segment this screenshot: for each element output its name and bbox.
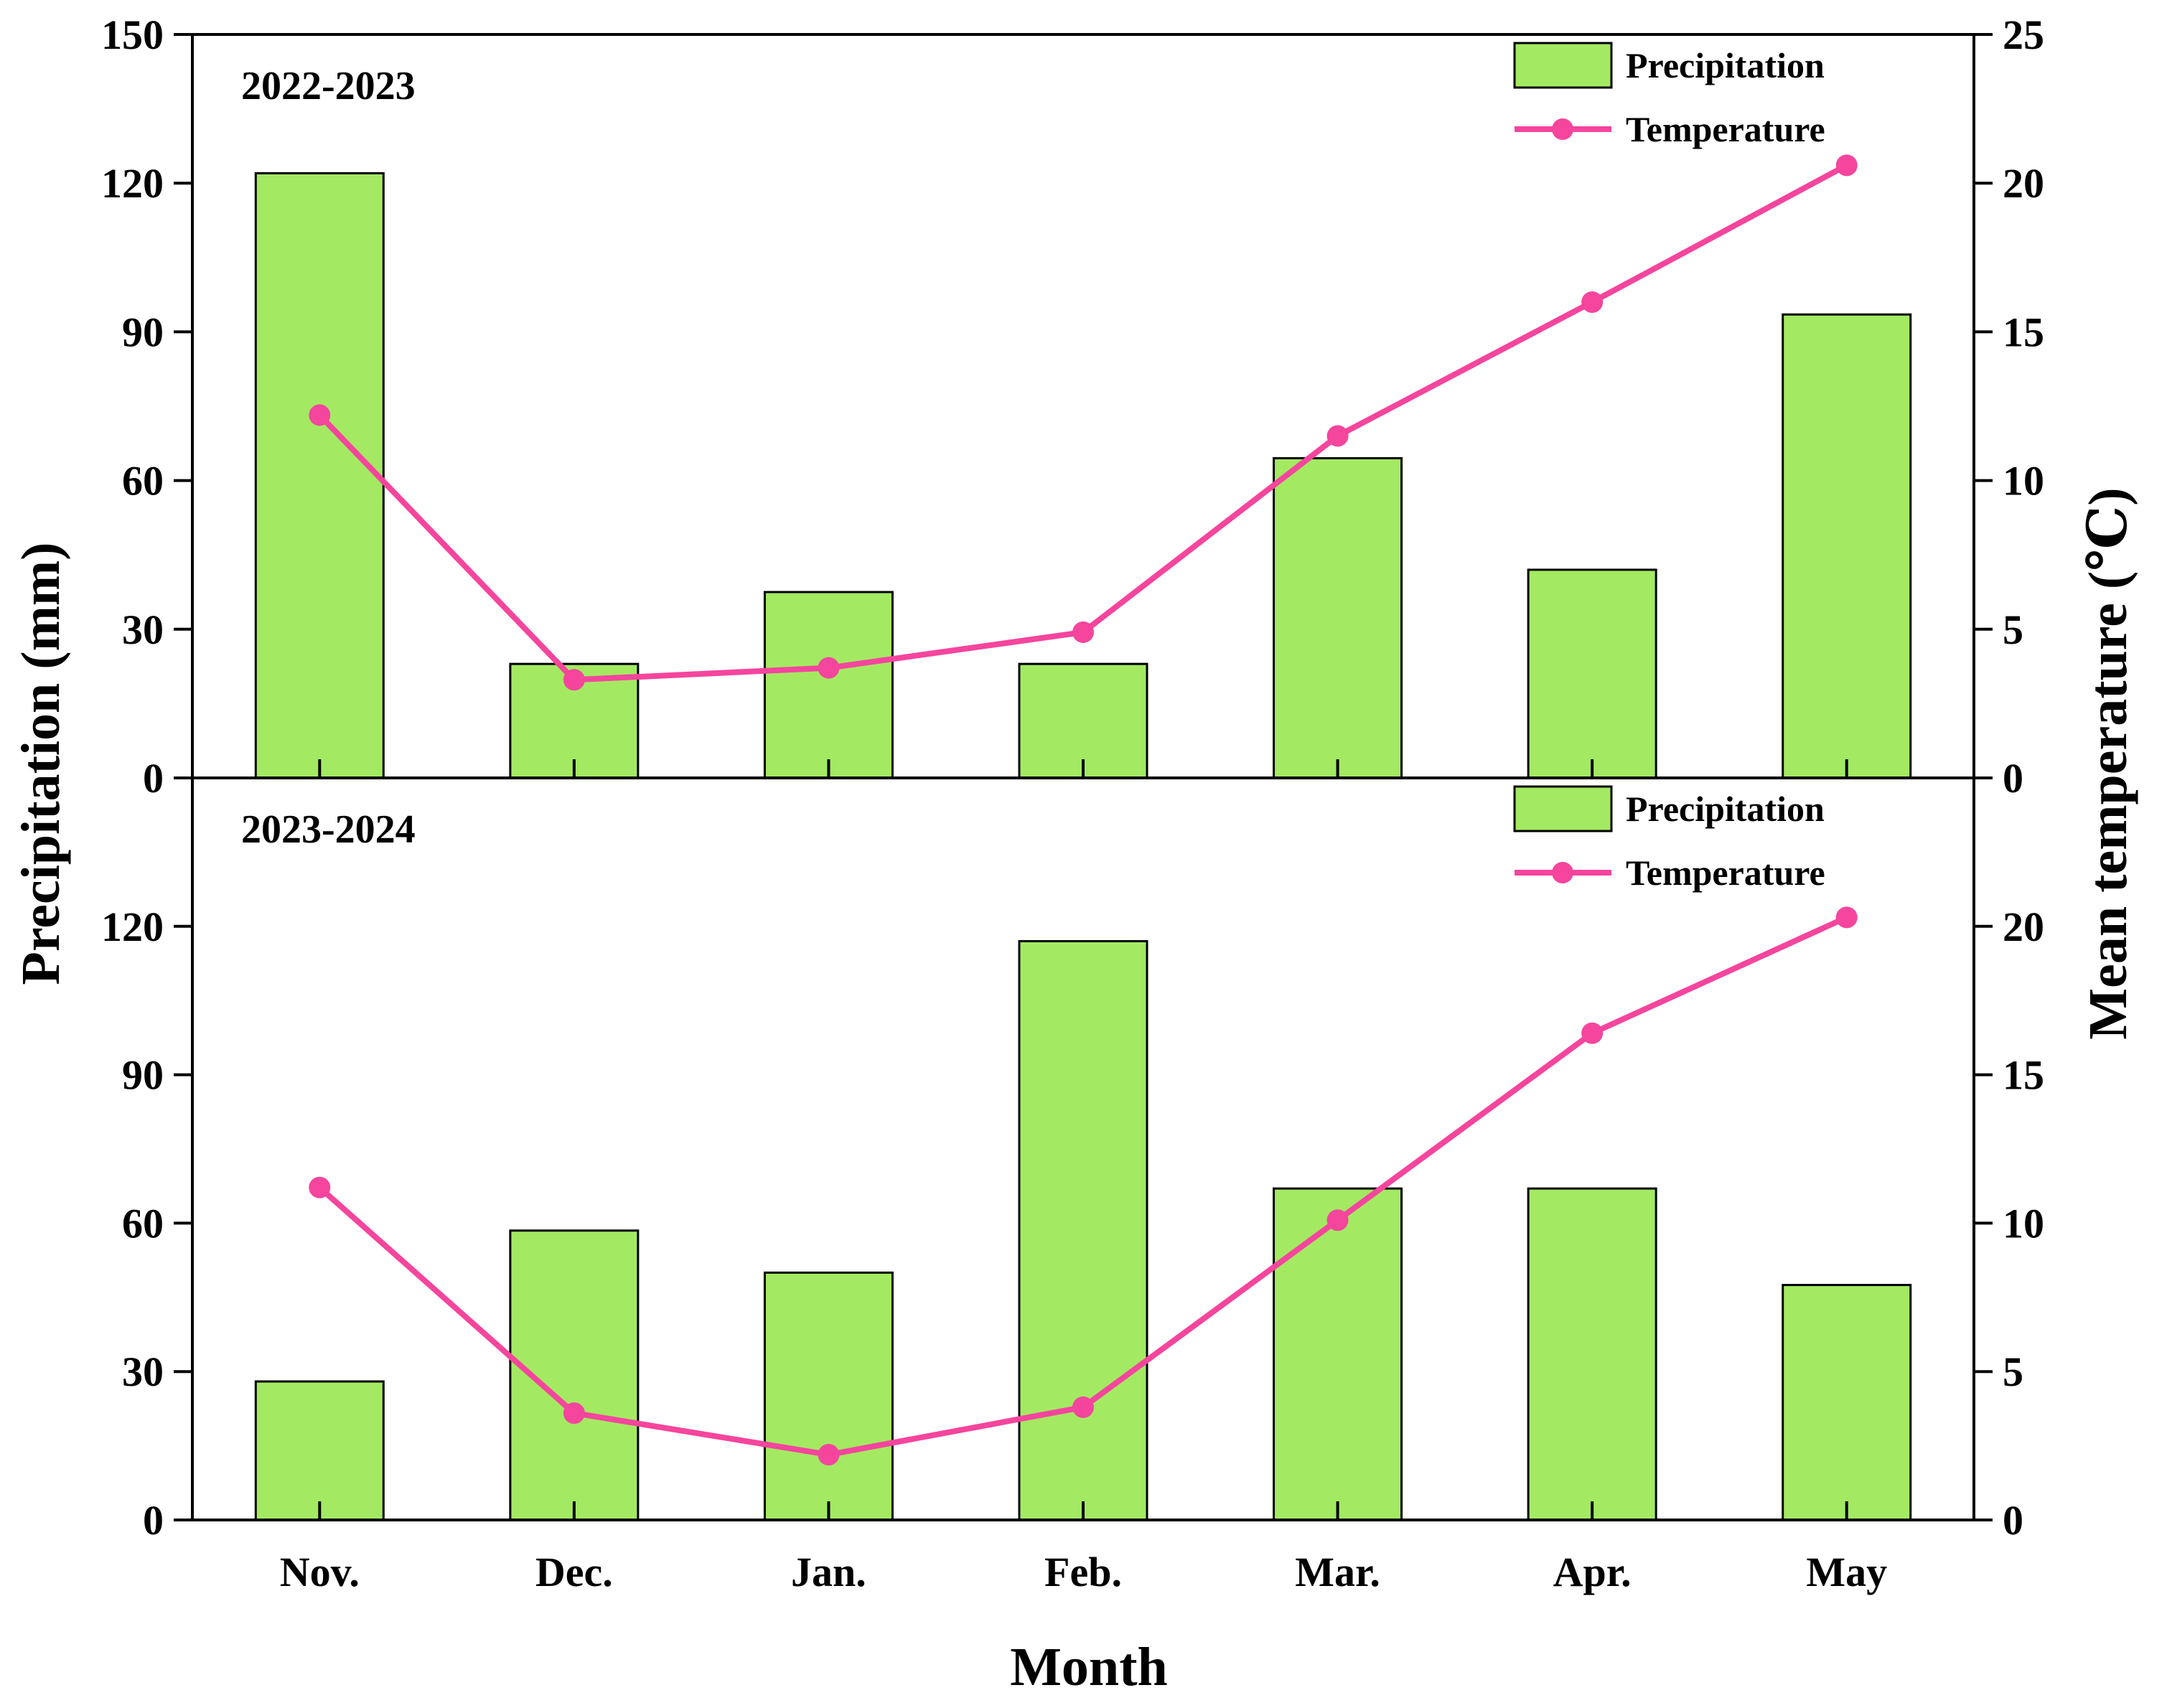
temperature-point — [309, 1176, 331, 1198]
precipitation-bar — [1018, 939, 1148, 1521]
temperature-point — [1072, 1396, 1094, 1418]
precipitation-bar — [1273, 457, 1403, 779]
legend-label-temperature: Temperature — [1626, 109, 1825, 149]
temperature-point — [563, 1402, 585, 1425]
x-axis-title: Month — [1010, 1637, 1168, 1697]
y2-tick-label: 25 — [2003, 11, 2044, 58]
precipitation-bar — [1018, 662, 1148, 779]
temperature-point — [309, 404, 331, 426]
x-tick-label: Mar. — [1295, 1549, 1380, 1595]
y2-tick-label: 0 — [2003, 1497, 2023, 1544]
temperature-point — [1072, 621, 1094, 643]
y2-tick-label: 20 — [2003, 160, 2044, 207]
x-tick-label: Jan. — [791, 1549, 866, 1595]
precipitation-bar — [1782, 313, 1912, 779]
y2-axis-title: Mean temperature (℃) — [2078, 487, 2138, 1039]
legend: Precipitation Temperature — [1513, 785, 1825, 893]
temperature-point — [563, 669, 585, 691]
y-axis-title: Precipitation (mm) — [11, 543, 71, 985]
legend-label-temperature: Temperature — [1626, 853, 1825, 893]
temperature-point — [818, 1444, 840, 1466]
temperature-point — [1581, 291, 1604, 313]
legend-swatch-precipitation — [1513, 785, 1613, 832]
panel-1: 0 30 60 90 120 150 0 5 10 15 20 25 2022-2023 Precipit… — [101, 11, 2044, 802]
y2-tick-label: 10 — [2003, 1200, 2044, 1247]
x-tick-label: May — [1806, 1549, 1887, 1595]
x-tick-label: Nov. — [280, 1549, 360, 1595]
temperature-point — [818, 657, 840, 679]
x-tick-label: Apr. — [1553, 1549, 1632, 1595]
y-tick-label: 0 — [143, 1497, 164, 1544]
precipitation-bar — [1782, 1284, 1912, 1521]
legend-label-precipitation: Precipitation — [1626, 45, 1825, 85]
y2-tick-label: 0 — [2003, 755, 2023, 802]
y-tick-label: 60 — [122, 1200, 164, 1247]
temperature-point — [1326, 425, 1349, 447]
x-tick-label: Dec. — [535, 1549, 613, 1595]
y-tick-label: 30 — [122, 1348, 164, 1395]
precipitation-bar — [763, 591, 894, 779]
temperature-point — [1326, 1209, 1349, 1231]
legend-marker-temperature — [1552, 862, 1573, 883]
temperature-point — [1835, 154, 1858, 177]
y-tick-label: 0 — [143, 755, 164, 802]
precipitation-bar — [1527, 1187, 1657, 1521]
y2-tick-label: 5 — [2003, 606, 2023, 653]
y2-tick-label: 5 — [2003, 1348, 2023, 1395]
panel-label: 2023-2024 — [241, 807, 416, 852]
y2-tick-label: 15 — [2003, 1052, 2044, 1099]
y-tick-label: 90 — [122, 309, 164, 355]
precipitation-bar — [254, 1380, 385, 1521]
x-tick-labels: Nov. Dec. Jan. Feb. Mar. Apr. May — [280, 1549, 1887, 1595]
y2-tick-label: 20 — [2003, 904, 2044, 950]
precipitation-bar — [763, 1271, 894, 1521]
y2-tick-label: 15 — [2003, 309, 2044, 355]
legend-marker-temperature — [1552, 118, 1573, 140]
x-tick-label: Feb. — [1044, 1549, 1122, 1595]
panel-label: 2022-2023 — [241, 64, 416, 108]
y2-tick-label: 10 — [2003, 458, 2044, 505]
precipitation-bar — [254, 172, 385, 779]
precipitation-bar — [1527, 568, 1657, 779]
precipitation-bar — [1273, 1187, 1403, 1521]
legend: Precipitation Temperature — [1513, 42, 1825, 149]
temperature-point — [1835, 906, 1858, 929]
y-tick-label: 120 — [101, 904, 164, 950]
y-tick-label: 120 — [101, 160, 164, 207]
y-tick-label: 30 — [122, 606, 164, 653]
panel-2: 0 30 60 90 120 0 5 10 15 20 2023-2024 Precipitation… — [101, 776, 2044, 1544]
legend-swatch-precipitation — [1513, 42, 1613, 89]
y-tick-label: 60 — [122, 458, 164, 505]
temperature-point — [1581, 1022, 1604, 1044]
y-tick-label: 150 — [101, 11, 164, 58]
legend-label-precipitation: Precipitation — [1626, 789, 1825, 829]
y-tick-label: 90 — [122, 1052, 164, 1099]
